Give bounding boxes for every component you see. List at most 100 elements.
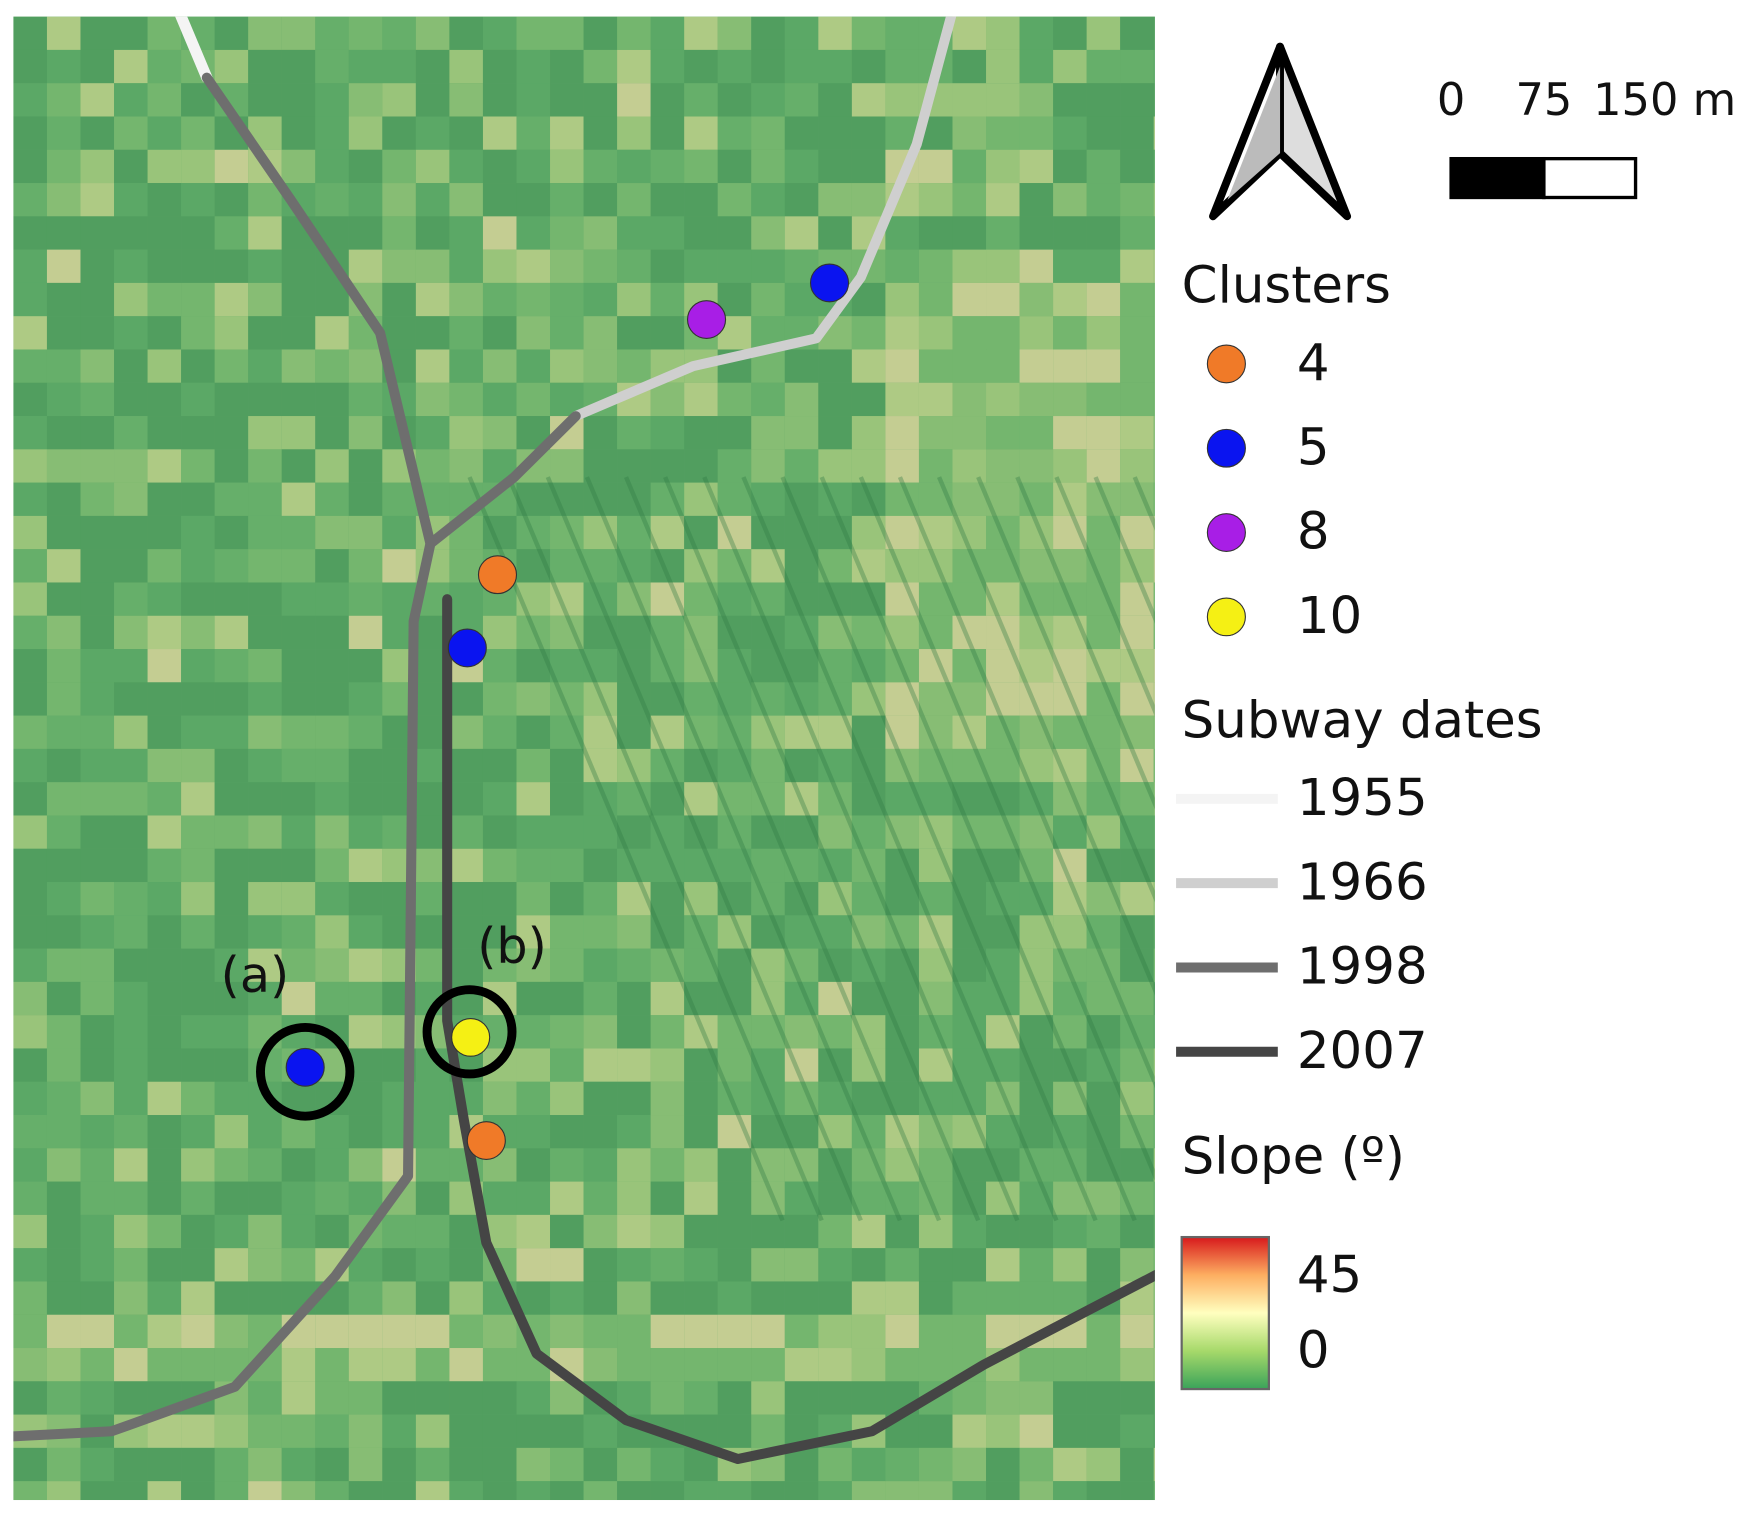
slope-cell bbox=[717, 416, 752, 450]
street bbox=[702, 476, 1020, 1222]
slope-cell bbox=[114, 1481, 148, 1501]
slope-cell bbox=[147, 615, 182, 650]
slope-cell bbox=[315, 1348, 349, 1382]
slope-cell bbox=[1019, 1148, 1054, 1182]
slope-cell bbox=[583, 183, 618, 217]
slope-cell bbox=[751, 1381, 785, 1415]
slope-cell bbox=[1086, 49, 1121, 84]
slope-cell bbox=[818, 981, 852, 1016]
slope-cell bbox=[281, 515, 316, 550]
slope-cell bbox=[617, 1381, 651, 1415]
slope-cell bbox=[315, 649, 349, 683]
slope-cell bbox=[114, 1148, 148, 1182]
slope-cell bbox=[181, 549, 215, 583]
legend-label: 5 bbox=[1297, 418, 1330, 478]
slope-cell bbox=[147, 1447, 182, 1482]
slope-cell bbox=[114, 49, 148, 84]
slope-cell bbox=[1019, 915, 1054, 949]
slope-cell bbox=[147, 49, 182, 84]
slope-cell bbox=[1120, 715, 1154, 749]
slope-cell bbox=[80, 449, 115, 483]
slope-cell bbox=[851, 1381, 886, 1415]
slope-cell bbox=[46, 1048, 81, 1082]
slope-cell bbox=[684, 882, 718, 916]
slope-cell bbox=[348, 915, 383, 949]
slope-cell bbox=[918, 1115, 953, 1149]
slope-cell bbox=[1120, 1214, 1154, 1249]
slope-cell bbox=[147, 815, 182, 849]
legend-swatch bbox=[1206, 428, 1246, 468]
slope-cell bbox=[818, 1148, 852, 1182]
slope-cell bbox=[1120, 16, 1154, 50]
slope-cell bbox=[415, 1214, 450, 1249]
slope-cell bbox=[986, 49, 1020, 84]
slope-cell bbox=[281, 316, 316, 350]
slope-cell bbox=[147, 1081, 182, 1116]
slope-cell bbox=[550, 282, 584, 317]
slope-cell bbox=[415, 1081, 450, 1116]
subway-line bbox=[175, 16, 213, 84]
slope-cell bbox=[986, 848, 1020, 883]
slope-cell bbox=[952, 682, 987, 716]
slope-cell bbox=[818, 1214, 852, 1249]
slope-cell bbox=[918, 1081, 953, 1116]
slope-cell bbox=[147, 649, 182, 683]
slope-cell bbox=[1153, 349, 1155, 383]
north-arrow bbox=[1209, 42, 1352, 221]
slope-cell bbox=[348, 948, 383, 982]
slope-cell bbox=[382, 1481, 416, 1501]
slope-cell bbox=[46, 549, 81, 583]
slope-cell bbox=[1120, 748, 1154, 783]
slope-cell bbox=[147, 282, 182, 317]
slope-cell bbox=[348, 1447, 383, 1482]
slope-cell bbox=[449, 1481, 483, 1501]
slope-cell bbox=[147, 216, 182, 250]
slope-cell bbox=[650, 782, 685, 816]
slope-cell bbox=[1153, 1314, 1155, 1349]
slope-cell bbox=[315, 349, 349, 383]
slope-cell bbox=[1019, 1048, 1054, 1082]
scale-label: 75 bbox=[1515, 74, 1572, 126]
slope-cell bbox=[214, 748, 249, 783]
slope-cell bbox=[147, 515, 182, 550]
slope-cell bbox=[784, 149, 819, 184]
slope-cell bbox=[684, 249, 718, 283]
slope-label: 45 bbox=[1297, 1245, 1362, 1305]
slope-cell bbox=[147, 1115, 182, 1149]
slope-cell bbox=[818, 416, 852, 450]
slope-cell bbox=[684, 1281, 718, 1315]
slope-cell bbox=[952, 1447, 987, 1482]
slope-cell bbox=[784, 515, 819, 550]
slope-cell bbox=[751, 882, 785, 916]
slope-cell bbox=[248, 1115, 282, 1149]
slope-cell bbox=[684, 1348, 718, 1382]
slope-cell bbox=[818, 1115, 852, 1149]
slope-cell bbox=[181, 1348, 215, 1382]
slope-cell bbox=[516, 1181, 551, 1215]
slope-cell bbox=[1120, 682, 1154, 716]
slope-cell bbox=[114, 249, 148, 283]
slope-cell bbox=[1053, 848, 1087, 883]
slope-cell bbox=[1086, 116, 1121, 150]
slope-cell bbox=[684, 382, 718, 417]
slope-cell bbox=[986, 183, 1020, 217]
slope-cell bbox=[1153, 149, 1155, 184]
slope-cell bbox=[181, 882, 215, 916]
slope-cell bbox=[46, 116, 81, 150]
slope-cell bbox=[382, 83, 416, 117]
slope-cell bbox=[1120, 1181, 1154, 1215]
slope-cell bbox=[918, 382, 953, 417]
slope-cell bbox=[717, 549, 752, 583]
slope-cell bbox=[415, 1314, 450, 1349]
slope-cell bbox=[918, 682, 953, 716]
slope-cell bbox=[684, 183, 718, 217]
slope-cell bbox=[650, 1314, 685, 1349]
slope-cell bbox=[986, 349, 1020, 383]
slope-cell bbox=[818, 83, 852, 117]
slope-cell bbox=[516, 582, 551, 616]
slope-cell bbox=[181, 282, 215, 317]
slope-cell bbox=[851, 1447, 886, 1482]
slope-cell bbox=[684, 682, 718, 716]
slope-cell bbox=[181, 449, 215, 483]
slope-cell bbox=[1053, 382, 1087, 417]
